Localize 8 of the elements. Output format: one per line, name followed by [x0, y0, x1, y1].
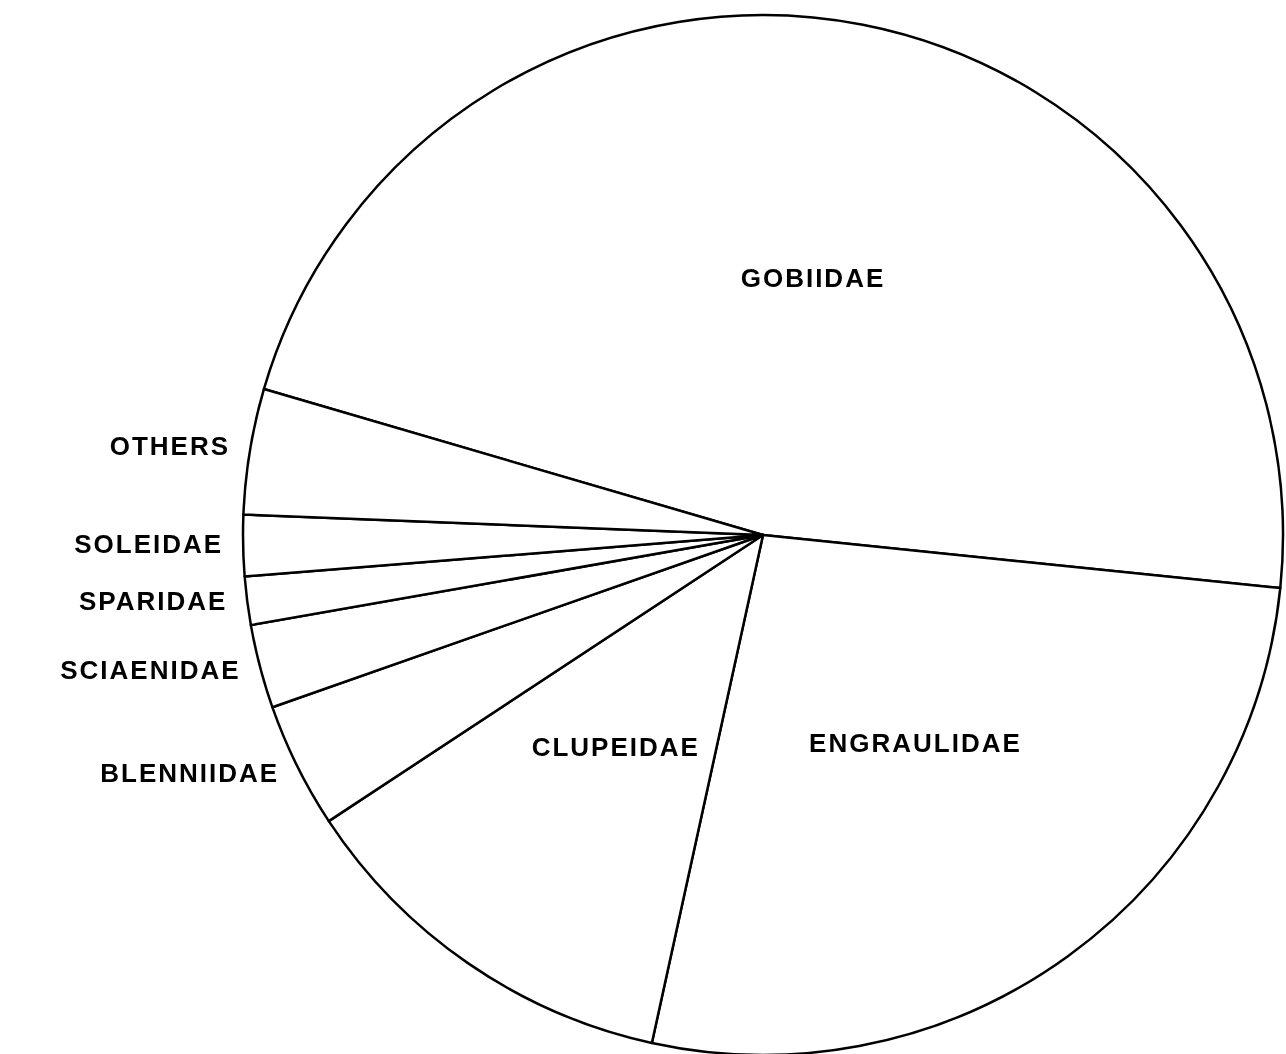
- slice-label: CLUPEIDAE: [531, 732, 700, 763]
- slice-label: GOBIIDAE: [740, 262, 886, 293]
- slice-label: SCIAENIDAE: [60, 654, 241, 685]
- slice-label: ENGRAULIDAE: [809, 728, 1022, 759]
- slice-label: BLENNIIDAE: [100, 757, 280, 788]
- slice-label: OTHERS: [109, 430, 231, 461]
- slice-label: SOLEIDAE: [74, 528, 224, 559]
- slice-label: SPARIDAE: [78, 586, 228, 617]
